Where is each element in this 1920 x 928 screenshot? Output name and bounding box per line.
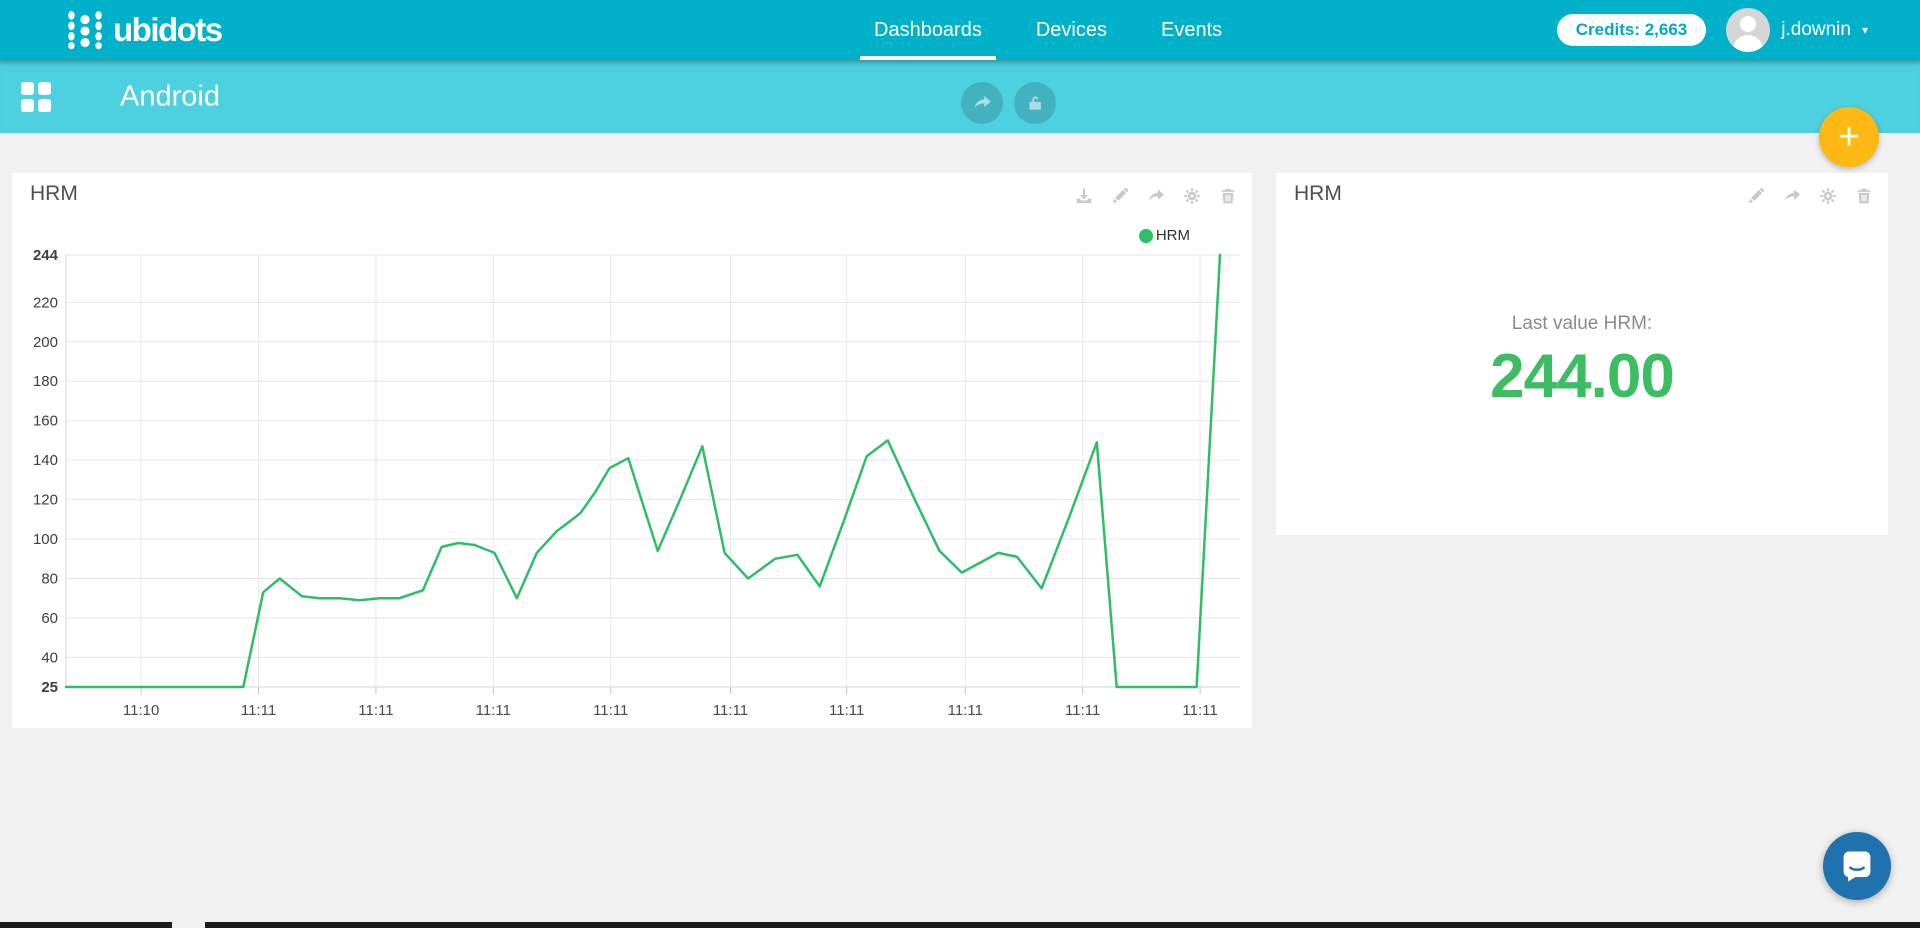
widget-title: HRM bbox=[1294, 182, 1342, 205]
lock-dashboard-button[interactable] bbox=[1014, 82, 1056, 124]
bottom-edge-strip bbox=[0, 922, 1920, 928]
username: j.downin bbox=[1781, 19, 1851, 40]
svg-text:80: 80 bbox=[41, 571, 58, 588]
pencil-icon bbox=[1748, 187, 1765, 204]
chat-launcher-button[interactable] bbox=[1823, 832, 1891, 900]
settings-button[interactable] bbox=[1182, 186, 1202, 206]
svg-text:180: 180 bbox=[33, 373, 58, 390]
top-navbar: ubidots Dashboards Devices Events Credit… bbox=[0, 0, 1920, 60]
delete-button[interactable] bbox=[1218, 186, 1238, 206]
active-tab-underline bbox=[860, 56, 996, 60]
tab-devices-label: Devices bbox=[1035, 18, 1107, 41]
svg-text:244: 244 bbox=[33, 247, 59, 264]
last-value-number: 244.00 bbox=[1490, 342, 1675, 411]
ubidots-logo-icon bbox=[68, 11, 102, 50]
share-dashboard-button[interactable] bbox=[961, 82, 1003, 124]
svg-text:11:11: 11:11 bbox=[358, 702, 393, 719]
avatar bbox=[1726, 8, 1771, 52]
navbar-right-group: Credits: 2,663 j.downin ▾ bbox=[1556, 0, 1868, 60]
svg-text:100: 100 bbox=[33, 531, 58, 548]
chat-bubble-icon bbox=[1843, 851, 1871, 882]
tab-events-label: Events bbox=[1160, 18, 1223, 41]
chevron-down-icon: ▾ bbox=[1861, 23, 1868, 37]
avatar-head bbox=[1740, 16, 1757, 32]
delete-button[interactable] bbox=[1854, 186, 1874, 206]
trash-icon bbox=[1221, 188, 1235, 204]
tab-dashboards[interactable]: Dashboards bbox=[860, 0, 996, 60]
avatar-shoulders bbox=[1733, 35, 1764, 52]
dashboard-title[interactable]: Android bbox=[120, 80, 220, 112]
share-button[interactable] bbox=[1782, 186, 1802, 206]
share-icon bbox=[1148, 189, 1164, 201]
share-button[interactable] bbox=[1146, 186, 1166, 206]
widget-title: HRM bbox=[30, 182, 78, 205]
svg-text:40: 40 bbox=[41, 649, 58, 666]
svg-text:220: 220 bbox=[33, 294, 58, 311]
svg-text:11:11: 11:11 bbox=[241, 702, 276, 719]
legend-dot-icon bbox=[1138, 228, 1153, 243]
tab-dashboards-label: Dashboards bbox=[874, 18, 982, 41]
tab-events[interactable]: Events bbox=[1147, 0, 1236, 60]
svg-text:11:11: 11:11 bbox=[593, 702, 628, 719]
svg-text:11:11: 11:11 bbox=[476, 702, 511, 719]
dashboard-header-bar: Android bbox=[0, 60, 1920, 133]
svg-text:25: 25 bbox=[41, 679, 58, 696]
credits-badge[interactable]: Credits: 2,663 bbox=[1556, 14, 1707, 46]
svg-text:160: 160 bbox=[33, 413, 58, 430]
svg-text:140: 140 bbox=[33, 452, 58, 469]
svg-text:120: 120 bbox=[33, 492, 58, 509]
hrm-chart-widget: HRM bbox=[12, 173, 1252, 728]
edit-button[interactable] bbox=[1746, 186, 1766, 206]
svg-text:11:11: 11:11 bbox=[1065, 702, 1100, 719]
share-icon bbox=[1784, 189, 1800, 201]
hrm-line-chart[interactable]: 244 220 200 180 160 140 120 100 80 60 40 25 11:10 11:… bbox=[12, 213, 1252, 728]
download-button[interactable] bbox=[1074, 186, 1094, 206]
share-icon bbox=[974, 95, 991, 109]
svg-text:200: 200 bbox=[33, 334, 58, 351]
add-widget-button[interactable]: + bbox=[1819, 107, 1879, 167]
svg-text:11:10: 11:10 bbox=[123, 702, 159, 719]
gear-icon bbox=[1820, 188, 1836, 204]
brand-name: ubidots bbox=[113, 11, 223, 48]
grid-icon bbox=[21, 82, 51, 112]
unlock-icon bbox=[1029, 96, 1041, 110]
hrm-last-value-widget: HRM bbox=[1276, 173, 1888, 535]
user-menu[interactable]: j.downin ▾ bbox=[1726, 8, 1868, 52]
download-icon bbox=[1076, 188, 1092, 203]
gear-icon bbox=[1184, 188, 1200, 204]
ubidots-logo[interactable]: ubidots bbox=[64, 0, 223, 60]
dashboards-grid-button[interactable] bbox=[14, 75, 58, 119]
svg-text:11:11: 11:11 bbox=[713, 702, 748, 719]
svg-text:11:11: 11:11 bbox=[829, 702, 864, 719]
trash-icon bbox=[1857, 188, 1871, 204]
svg-text:11:11: 11:11 bbox=[1182, 702, 1217, 719]
chart-legend[interactable]: HRM bbox=[1138, 227, 1190, 244]
settings-button[interactable] bbox=[1818, 186, 1838, 206]
value-widget-toolbar bbox=[1746, 186, 1874, 206]
svg-text:60: 60 bbox=[41, 610, 58, 627]
tab-devices[interactable]: Devices bbox=[1022, 0, 1121, 60]
svg-text:11:11: 11:11 bbox=[948, 702, 983, 719]
edit-button[interactable] bbox=[1110, 186, 1130, 206]
bottom-edge-strip-gap bbox=[172, 922, 205, 928]
main-nav-tabs: Dashboards Devices Events bbox=[860, 0, 1236, 60]
pencil-icon bbox=[1112, 187, 1129, 204]
chart-widget-toolbar bbox=[1074, 186, 1238, 206]
last-value-label: Last value HRM: bbox=[1511, 313, 1653, 334]
legend-label: HRM bbox=[1155, 227, 1190, 244]
